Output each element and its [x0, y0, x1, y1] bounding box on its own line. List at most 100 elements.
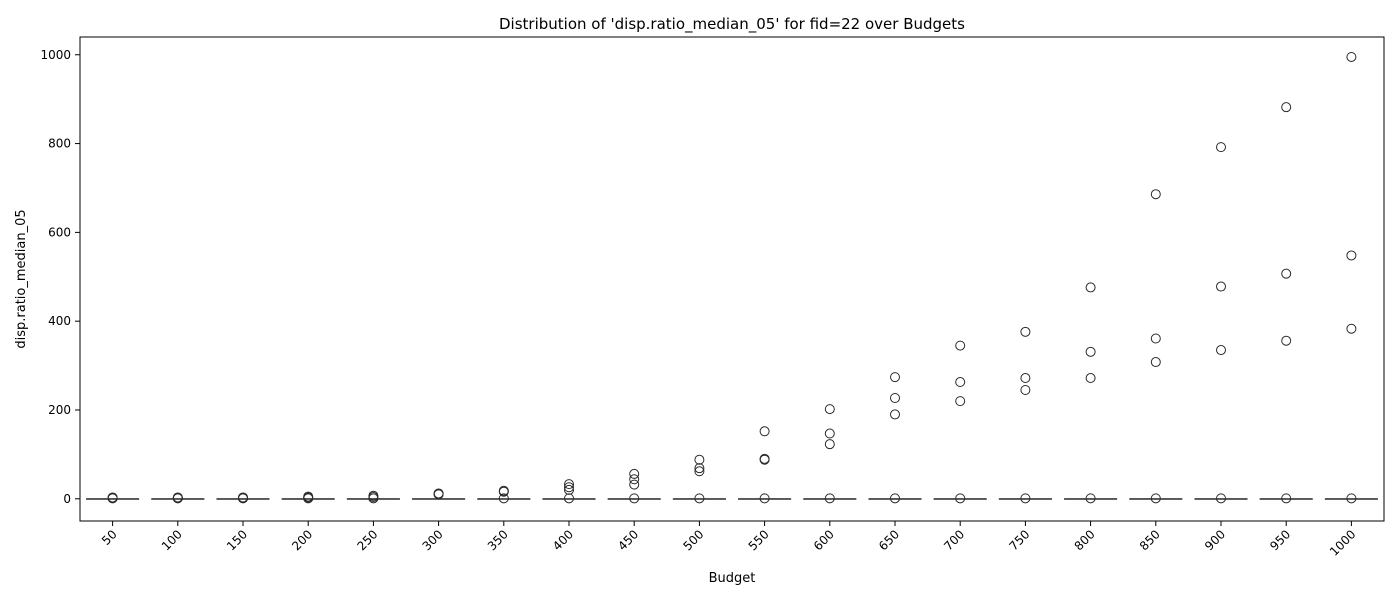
box-group-200 — [281, 491, 335, 504]
x-tick-label: 800 — [1072, 527, 1098, 553]
outlier-point — [1085, 493, 1096, 504]
x-tick-label: 850 — [1137, 527, 1163, 553]
outlier-point — [694, 466, 705, 477]
box-group-700 — [933, 340, 987, 504]
box-group-1000 — [1324, 51, 1378, 504]
outlier-point — [694, 454, 705, 465]
x-tick-label: 600 — [811, 527, 837, 553]
outlier-point — [1020, 493, 1031, 504]
outlier-point — [1346, 493, 1357, 504]
outlier-point — [759, 426, 770, 437]
box-group-400 — [542, 479, 596, 504]
x-tick-label: 100 — [159, 527, 185, 553]
outlier-point — [890, 493, 900, 504]
y-tick-label: 400 — [48, 314, 71, 328]
outlier-point — [955, 340, 966, 351]
outlier-point — [629, 479, 640, 490]
outlier-point — [759, 453, 770, 464]
box-group-800 — [1064, 282, 1118, 504]
x-tick-label: 650 — [876, 527, 902, 553]
outlier-point — [694, 493, 705, 504]
outlier-point — [824, 428, 835, 439]
outlier-point — [303, 491, 314, 502]
outlier-point — [238, 492, 248, 503]
outlier-point — [1216, 493, 1226, 504]
outlier-point — [1281, 102, 1292, 113]
outlier-point — [890, 393, 900, 404]
outlier-point — [824, 404, 835, 415]
outlier-point — [1150, 357, 1161, 368]
outlier-point — [564, 482, 574, 493]
outlier-point — [890, 372, 900, 383]
x-axis-label: Budget — [709, 571, 756, 586]
box-group-900 — [1194, 142, 1248, 504]
outlier-point — [1085, 282, 1096, 293]
box-group-50 — [86, 492, 140, 504]
x-tick-label: 750 — [1006, 527, 1032, 553]
y-tick-label: 600 — [48, 225, 71, 239]
x-tick-label: 950 — [1267, 527, 1293, 553]
chart-title: Distribution of 'disp.ratio_median_05' f… — [499, 15, 965, 34]
outlier-point — [955, 396, 966, 407]
outlier-point — [498, 485, 509, 496]
outlier-point — [1150, 189, 1161, 200]
x-tick-label: 400 — [550, 527, 576, 553]
x-tick-label: 500 — [680, 527, 706, 553]
outlier-point — [629, 468, 640, 479]
outlier-point — [890, 409, 900, 420]
outlier-point — [1346, 250, 1357, 261]
box-group-250 — [346, 490, 400, 504]
box-group-300 — [412, 488, 466, 500]
x-tick-label: 250 — [354, 527, 380, 553]
y-tick-label: 800 — [48, 137, 71, 151]
outlier-point — [172, 492, 183, 503]
box-group-600 — [803, 404, 857, 504]
plot-area — [86, 51, 1378, 504]
x-tick-label: 200 — [289, 527, 315, 553]
box-group-850 — [1129, 189, 1183, 504]
y-axis: 0 200 400 600 800 1000 — [40, 48, 80, 506]
y-axis-label: disp.ratio_median_05 — [14, 209, 29, 348]
outlier-point — [1346, 323, 1357, 334]
box-group-100 — [151, 492, 205, 504]
outlier-point — [1020, 385, 1031, 396]
outlier-point — [824, 493, 835, 504]
box-group-750 — [998, 326, 1052, 504]
outlier-point — [564, 484, 574, 495]
outlier-point — [433, 488, 444, 499]
x-axis: 50 100 150 200 250 300 350 400 450 500 550 600 650 70… — [99, 521, 1359, 559]
x-tick-label: 700 — [941, 527, 967, 553]
box-group-650 — [868, 372, 922, 504]
plot-frame — [79, 36, 1385, 522]
outlier-point — [824, 439, 835, 450]
outlier-point — [1216, 142, 1226, 153]
x-tick-label: 1000 — [1327, 527, 1358, 558]
outlier-point — [629, 474, 640, 485]
outlier-point — [498, 493, 509, 504]
x-tick-label: 900 — [1202, 527, 1228, 553]
outlier-point — [368, 490, 379, 501]
outlier-point — [759, 493, 770, 504]
outlier-point — [1346, 51, 1357, 62]
outlier-point — [955, 493, 966, 504]
outlier-point — [1281, 268, 1292, 279]
box-group-950 — [1259, 102, 1313, 504]
box-group-550 — [738, 426, 792, 504]
x-tick-label: 150 — [224, 527, 250, 553]
box-group-500 — [672, 454, 726, 504]
outlier-point — [107, 492, 118, 503]
x-tick-label: 300 — [420, 527, 446, 553]
x-tick-label: 550 — [746, 527, 772, 553]
outlier-point — [629, 493, 640, 504]
outlier-point — [955, 377, 966, 388]
outlier-point — [1150, 493, 1161, 504]
outlier-point — [1281, 335, 1292, 346]
outlier-point — [564, 493, 574, 504]
outlier-point — [1216, 345, 1226, 356]
outlier-point — [564, 479, 574, 490]
outlier-point — [1085, 373, 1096, 384]
x-tick-label: 350 — [485, 527, 511, 553]
outlier-point — [1020, 326, 1031, 337]
y-tick-label: 200 — [48, 403, 71, 417]
outlier-point — [1216, 281, 1226, 292]
